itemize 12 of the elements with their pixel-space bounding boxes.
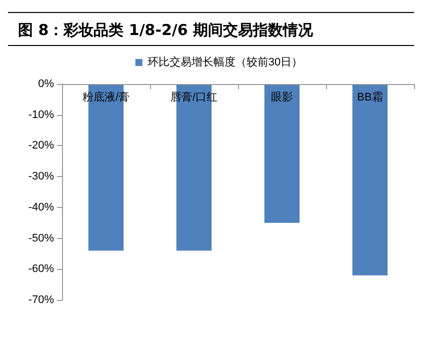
y-tick-label: -30% xyxy=(28,170,54,183)
y-tick-label: -60% xyxy=(28,263,54,276)
legend-label: 环比交易增长幅度（较前30日） xyxy=(147,56,303,68)
y-tick-label: -50% xyxy=(28,232,54,244)
x-tick-label: BB霜 xyxy=(357,92,383,104)
y-tick-label: -10% xyxy=(28,108,54,121)
y-tick-label: 0% xyxy=(38,78,54,90)
y-tick-label: -70% xyxy=(28,294,54,306)
x-tick-label: 眼影 xyxy=(271,92,293,104)
y-tick-label: -20% xyxy=(28,140,54,152)
y-tick-label: -40% xyxy=(28,201,54,214)
chart-title: 图 8：彩妆品类 1/8-2/6 期间交易指数情况 xyxy=(8,12,414,46)
